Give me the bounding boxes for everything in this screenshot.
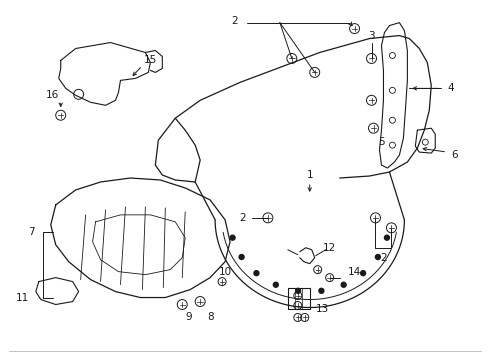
Text: 2: 2	[380, 253, 387, 263]
Circle shape	[295, 288, 300, 293]
Text: 14: 14	[347, 267, 361, 276]
Circle shape	[230, 235, 235, 240]
Text: 3: 3	[368, 31, 375, 41]
Circle shape	[385, 235, 390, 240]
Text: 2: 2	[240, 213, 246, 223]
Text: 16: 16	[46, 90, 59, 100]
Text: 15: 15	[144, 55, 157, 66]
Text: 1: 1	[306, 170, 313, 180]
Text: 9: 9	[185, 312, 192, 323]
Text: 4: 4	[447, 84, 454, 93]
Circle shape	[273, 282, 278, 287]
Circle shape	[341, 282, 346, 287]
Text: 2: 2	[231, 15, 238, 26]
Circle shape	[375, 255, 380, 260]
Circle shape	[239, 255, 244, 260]
Text: 11: 11	[16, 293, 29, 302]
Circle shape	[319, 288, 324, 293]
Circle shape	[361, 271, 366, 276]
Text: 12: 12	[323, 243, 336, 253]
Circle shape	[254, 271, 259, 276]
Text: 7: 7	[28, 227, 35, 237]
Text: 8: 8	[207, 312, 214, 323]
Text: 5: 5	[378, 137, 385, 147]
Text: 6: 6	[451, 150, 458, 160]
Text: 10: 10	[219, 267, 232, 276]
Text: 13: 13	[316, 305, 329, 315]
